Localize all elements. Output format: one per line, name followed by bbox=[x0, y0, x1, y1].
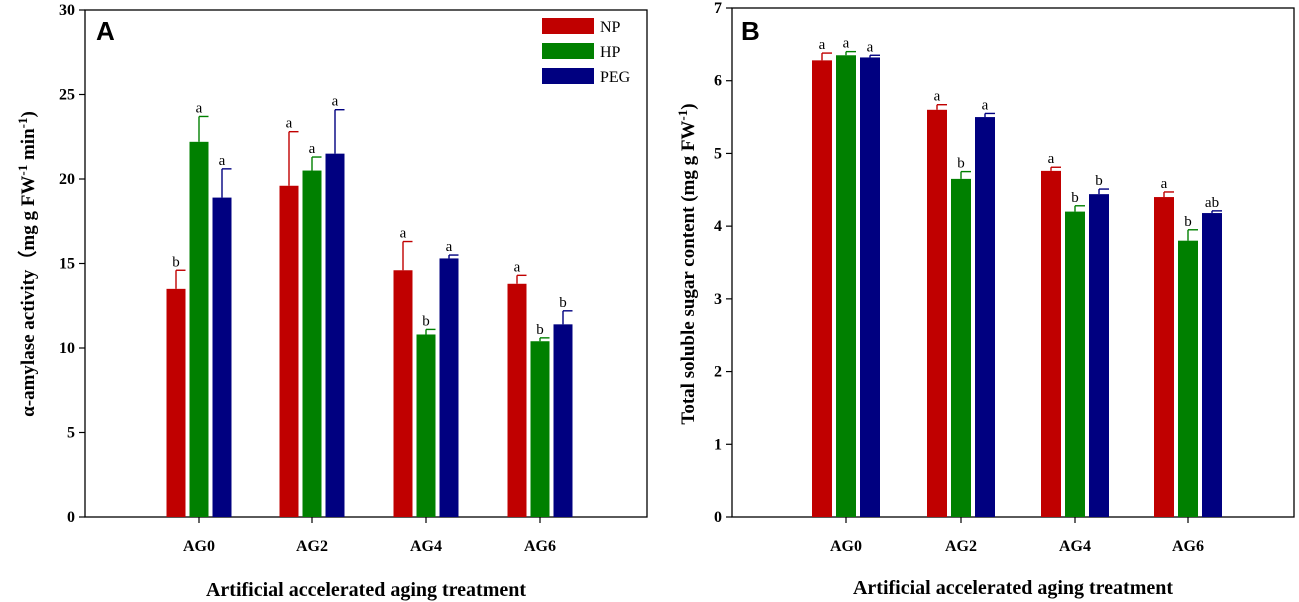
panel-a-significance-letter: a bbox=[446, 239, 453, 255]
panel-b-bar-hp bbox=[951, 178, 971, 517]
panel-b-letter: B bbox=[741, 16, 760, 46]
panel-a-bar-hp bbox=[189, 141, 209, 517]
panel-a-significance-letter: b bbox=[559, 295, 567, 311]
panel-a-y-axis-label: α-amylase activity（mg g FW-1 min-1) bbox=[15, 111, 39, 417]
panel-a-bar-peg bbox=[325, 153, 345, 517]
panel-a-ylabel-main: α-amylase activity（mg g FW bbox=[16, 176, 39, 417]
panel-b-significance-letter: b bbox=[957, 156, 965, 172]
panel-a-y-tick-label: 0 bbox=[67, 509, 75, 526]
panel-b-bar-peg bbox=[860, 57, 880, 518]
panel-b-significance-letter: a bbox=[867, 39, 874, 55]
panel-a-ylabel-mid: min bbox=[18, 128, 39, 165]
panel-b-significance-letter: a bbox=[1048, 151, 1055, 167]
panel-a-bar-hp bbox=[416, 334, 436, 517]
panel-a-letter: A bbox=[96, 16, 115, 46]
panel-b-bar-np bbox=[812, 60, 832, 518]
panel-a-category-label: AG4 bbox=[410, 538, 442, 555]
panel-a-ylabel-end: ) bbox=[18, 111, 39, 117]
panel-b-significance-letter: b bbox=[1184, 214, 1192, 230]
panel-a-significance-letter: a bbox=[332, 94, 339, 110]
panel-b-y-tick-label: 4 bbox=[714, 218, 722, 235]
panel-b-y-tick-label: 2 bbox=[714, 364, 722, 381]
panel-a-y-tick-label: 25 bbox=[59, 87, 75, 104]
panel-b-significance-letter: ab bbox=[1205, 195, 1219, 211]
panel-b-y-axis-label: Total soluble sugar content (mg g FW-1) bbox=[675, 103, 699, 424]
panel-a-significance-letter: a bbox=[219, 153, 226, 169]
panel-a-bar-hp bbox=[302, 170, 322, 518]
panel-a-category-label: AG0 bbox=[183, 538, 215, 555]
panel-b-bar-np bbox=[927, 109, 947, 518]
panel-a-legend: NP HP PEG bbox=[542, 18, 631, 86]
panel-b-significance-letter: b bbox=[1095, 173, 1103, 189]
panel-a-ylabel-sup2: -1 bbox=[15, 118, 30, 129]
panel-b-bar-peg bbox=[975, 117, 995, 518]
panel-a-y-tick-label: 20 bbox=[59, 171, 75, 188]
panel-a-bar-np bbox=[393, 270, 413, 517]
panel-b-bar-np bbox=[1041, 170, 1061, 517]
panel-b-plot-frame bbox=[731, 7, 1295, 518]
panel-b-y-tick-label: 7 bbox=[714, 0, 722, 17]
legend-label-np: NP bbox=[600, 19, 621, 36]
panel-b-significance-letter: a bbox=[819, 37, 826, 53]
panel-a-y-tick-label: 15 bbox=[59, 256, 75, 273]
panel-a-bar-np bbox=[279, 185, 299, 517]
panel-a-significance-letter: a bbox=[196, 100, 203, 116]
panel-b-category-label: AG4 bbox=[1059, 538, 1091, 555]
panel-b-y-tick-label: 0 bbox=[714, 509, 722, 526]
panel-a-x-axis-label: Artificial accelerated aging treatment bbox=[206, 579, 526, 601]
panel-b-y-tick-label: 1 bbox=[714, 436, 722, 453]
panel-a-ylabel-sup1: -1 bbox=[15, 165, 30, 176]
legend-swatch-peg bbox=[542, 68, 594, 84]
panel-a-significance-letter: b bbox=[536, 322, 544, 338]
panel-b-significance-letter: a bbox=[1161, 176, 1168, 192]
panel-a-significance-letter: a bbox=[514, 259, 521, 275]
panel-a-bar-np bbox=[166, 288, 186, 517]
panel-b-bar-peg bbox=[1089, 194, 1109, 518]
panel-b-ylabel-end: ) bbox=[678, 103, 699, 109]
panel-b-bar-peg bbox=[1202, 213, 1222, 517]
panel-a-y-tick-label: 10 bbox=[59, 340, 75, 357]
panel-a-category-label: AG6 bbox=[524, 538, 556, 555]
panel-a-significance-letter: b bbox=[172, 254, 180, 270]
panel-a-significance-letter: a bbox=[309, 141, 316, 157]
panel-a-bar-hp bbox=[530, 341, 550, 517]
panel-b-significance-letter: a bbox=[982, 97, 989, 113]
panel-b-x-axis-label: Artificial accelerated aging treatment bbox=[853, 577, 1173, 599]
panel-b-ylabel-sup1: -1 bbox=[675, 110, 690, 121]
panel-a-significance-letter: a bbox=[400, 226, 407, 242]
panel-a-significance-letter: b bbox=[422, 313, 430, 329]
legend-swatch-np bbox=[542, 18, 594, 34]
panel-b-ylabel-main: Total soluble sugar content (mg g FW bbox=[678, 121, 699, 425]
panel-b-y-tick-label: 6 bbox=[714, 73, 722, 90]
legend-label-peg: PEG bbox=[600, 69, 631, 86]
panel-b-category-label: AG2 bbox=[945, 538, 977, 555]
panel-b-significance-letter: a bbox=[843, 36, 850, 52]
panel-b-bar-hp bbox=[836, 55, 856, 518]
panel-b-y-tick-label: 5 bbox=[714, 145, 722, 162]
panel-a-y-tick-label: 30 bbox=[59, 2, 75, 19]
panel-a-bar-peg bbox=[212, 197, 232, 517]
panel-b-significance-letter: b bbox=[1071, 190, 1079, 206]
panel-b-category-label: AG6 bbox=[1172, 538, 1204, 555]
panel-a-significance-letter: a bbox=[286, 116, 293, 132]
legend-label-hp: HP bbox=[600, 44, 621, 61]
panel-b-y-tick-label: 3 bbox=[714, 291, 722, 308]
panel-a-bar-np bbox=[507, 283, 527, 517]
panel-b-bar-np bbox=[1154, 197, 1174, 518]
legend-swatch-hp bbox=[542, 43, 594, 59]
panel-a-bar-peg bbox=[553, 324, 573, 517]
panel-a-bar-peg bbox=[439, 258, 459, 517]
panel-b-bar-hp bbox=[1065, 211, 1085, 517]
panel-b-bar-hp bbox=[1178, 240, 1198, 517]
panel-a-category-label: AG2 bbox=[296, 538, 328, 555]
panel-a-y-tick-label: 5 bbox=[67, 425, 75, 442]
panel-b-category-label: AG0 bbox=[830, 538, 862, 555]
panel-b-significance-letter: a bbox=[934, 89, 941, 105]
